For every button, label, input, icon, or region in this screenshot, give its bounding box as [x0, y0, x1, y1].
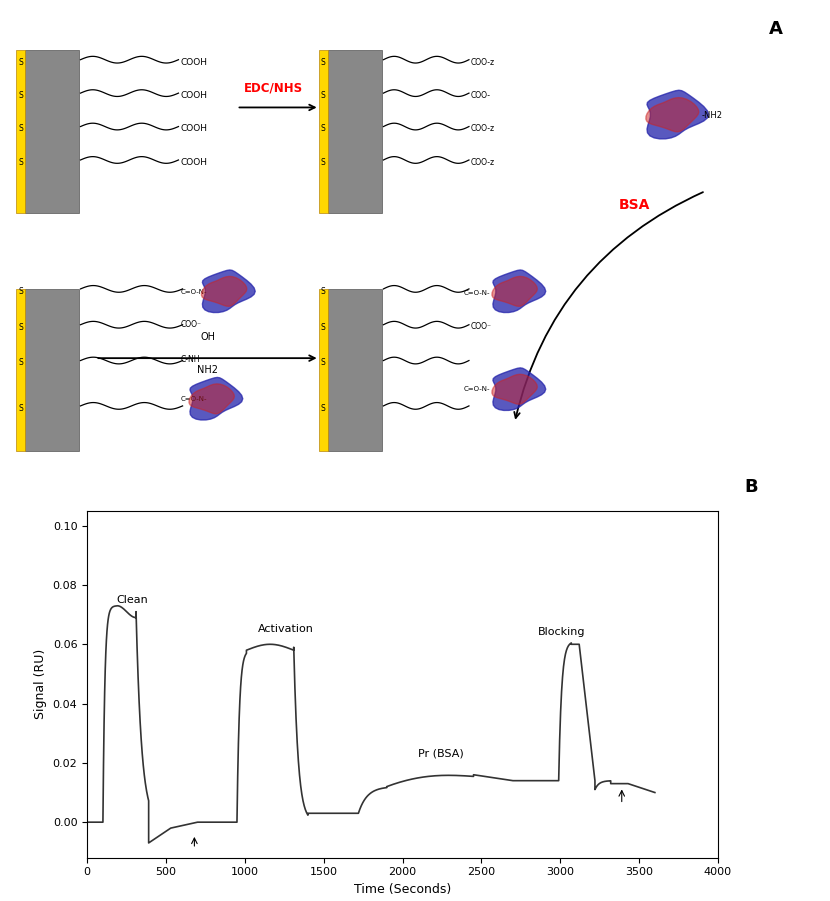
Text: S: S	[320, 58, 325, 67]
Text: COO-z: COO-z	[471, 58, 495, 67]
Text: S: S	[320, 287, 325, 296]
Text: COOH: COOH	[181, 58, 208, 67]
Text: OH: OH	[200, 332, 215, 341]
Text: B: B	[745, 478, 758, 496]
Text: C=O-N-: C=O-N-	[463, 387, 490, 392]
Text: NH2: NH2	[197, 365, 218, 375]
FancyBboxPatch shape	[328, 289, 382, 451]
Text: C=O-N-: C=O-N-	[181, 396, 208, 402]
Text: Blocking: Blocking	[538, 627, 586, 637]
Text: COO-z: COO-z	[471, 158, 495, 167]
Text: S: S	[320, 158, 325, 167]
FancyBboxPatch shape	[16, 289, 25, 451]
Polygon shape	[492, 277, 537, 306]
Text: COOH: COOH	[181, 91, 208, 100]
Text: S: S	[18, 323, 23, 332]
Text: A: A	[769, 20, 783, 38]
Text: S: S	[18, 404, 23, 413]
Text: S: S	[320, 124, 325, 133]
Text: Activation: Activation	[257, 624, 314, 634]
Text: C-NH: C-NH	[181, 355, 200, 364]
Text: BSA: BSA	[618, 198, 650, 213]
Text: Pr (BSA): Pr (BSA)	[418, 749, 464, 759]
X-axis label: Time (Seconds): Time (Seconds)	[354, 883, 452, 896]
Text: S: S	[320, 91, 325, 100]
Text: -NH2: -NH2	[701, 111, 722, 120]
FancyBboxPatch shape	[25, 50, 79, 213]
Polygon shape	[492, 374, 537, 405]
Text: S: S	[320, 359, 325, 368]
Text: S: S	[18, 287, 23, 296]
Polygon shape	[493, 270, 546, 313]
Polygon shape	[202, 277, 247, 306]
Text: COO⁻: COO⁻	[471, 323, 491, 332]
Polygon shape	[646, 97, 699, 132]
Text: S: S	[18, 158, 23, 167]
Text: S: S	[18, 124, 23, 133]
Text: S: S	[18, 359, 23, 368]
FancyBboxPatch shape	[319, 289, 328, 451]
Y-axis label: Signal (RU): Signal (RU)	[34, 650, 47, 719]
Polygon shape	[190, 378, 242, 420]
Text: S: S	[320, 404, 325, 413]
FancyBboxPatch shape	[25, 289, 79, 451]
Text: S: S	[320, 323, 325, 332]
Text: COOH: COOH	[181, 124, 208, 133]
FancyBboxPatch shape	[319, 50, 328, 213]
Polygon shape	[203, 270, 256, 313]
Text: EDC/NHS: EDC/NHS	[244, 82, 304, 95]
Text: C=O-N-: C=O-N-	[463, 290, 490, 296]
FancyBboxPatch shape	[328, 50, 382, 213]
Polygon shape	[189, 384, 234, 414]
Text: Clean: Clean	[116, 595, 148, 605]
Text: COO⁻: COO⁻	[181, 320, 202, 329]
Text: S: S	[18, 91, 23, 100]
Text: COO-z: COO-z	[471, 124, 495, 133]
Text: S: S	[18, 58, 23, 67]
Text: COOH: COOH	[181, 158, 208, 167]
Text: C=O-N-: C=O-N-	[181, 289, 208, 296]
Polygon shape	[647, 90, 709, 139]
Polygon shape	[493, 368, 546, 411]
Text: COO-: COO-	[471, 91, 491, 100]
FancyBboxPatch shape	[16, 50, 25, 213]
